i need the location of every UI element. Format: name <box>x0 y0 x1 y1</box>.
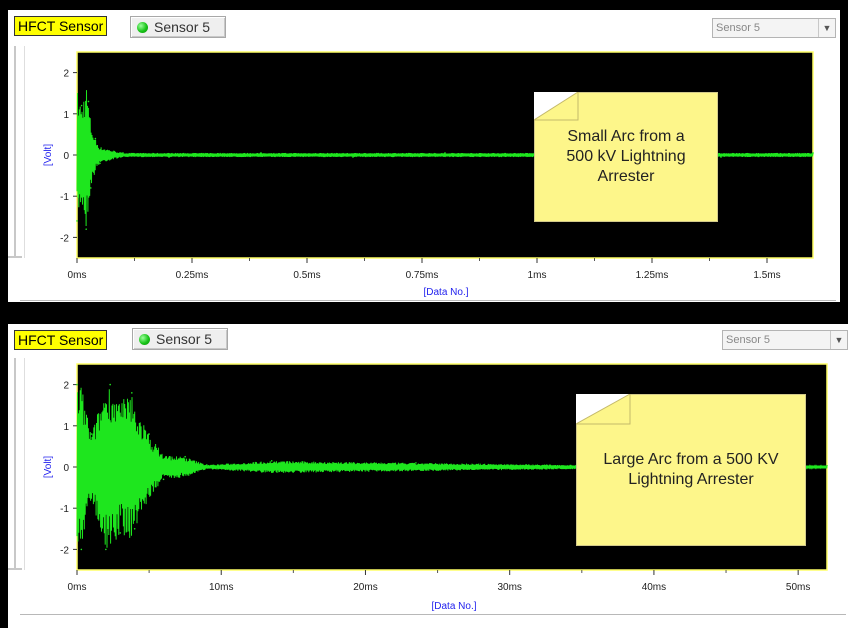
annotation-line: 500 kV Lightning <box>566 148 686 165</box>
data-point <box>105 548 107 551</box>
annotation-note: Large Arc from a 500 KV Lightning Arrest… <box>576 394 806 546</box>
data-point <box>260 152 262 154</box>
data-point <box>444 152 446 154</box>
annotation-line: Arrester <box>597 168 655 185</box>
x-tick-label: 1.25ms <box>636 270 669 281</box>
y-tick-label: 1 <box>63 110 69 121</box>
sensor-type-tag: HFCT Sensor <box>14 330 108 350</box>
sensor-button-label: Sensor 5 <box>156 331 213 347</box>
data-point <box>826 464 828 467</box>
x-tick-label: 0ms <box>68 270 87 281</box>
sensor-dropdown-value: Sensor 5 <box>726 334 771 346</box>
data-point <box>270 460 273 462</box>
sensor-dropdown[interactable]: Sensor 5 ▼ <box>712 18 836 38</box>
y-axis-title: [Volt] <box>43 456 54 478</box>
green-status-dot-icon <box>137 21 148 33</box>
waveform-panel-2: HFCT Sensor Sensor 5 Sensor 5 ▼ 2 1 0 -1 -2 … <box>8 324 848 628</box>
data-point <box>85 228 87 230</box>
y-tick-label: 2 <box>63 69 69 80</box>
data-point <box>812 152 814 154</box>
data-point <box>131 392 133 394</box>
panel-divider <box>20 300 836 301</box>
sensor-select-button[interactable]: Sensor 5 <box>132 328 228 350</box>
annotation-line: Large Arc from a 500 KV <box>603 451 779 468</box>
x-tick-label: 0.25ms <box>176 270 209 281</box>
annotation-line: Lightning Arrester <box>628 471 754 488</box>
data-point <box>122 152 124 154</box>
chevron-down-icon[interactable]: ▼ <box>818 19 835 37</box>
data-point <box>90 433 93 435</box>
x-tick-label: 0.5ms <box>293 270 320 281</box>
data-point <box>80 104 83 107</box>
y-tick-label: 2 <box>63 381 69 392</box>
note-folded-corner-icon <box>534 92 579 121</box>
x-tick-label: 50ms <box>786 582 810 593</box>
y-tick-label: 0 <box>63 463 69 474</box>
y-tick-label: 0 <box>63 151 69 162</box>
note-folded-corner-icon <box>576 394 631 425</box>
y-tick-label: -1 <box>60 504 69 515</box>
y-tick-label: -2 <box>60 233 69 244</box>
x-axis-title: [Data No.] <box>423 287 468 298</box>
panel-left-tick <box>8 568 22 570</box>
data-point <box>87 100 90 103</box>
panel-divider <box>20 614 846 615</box>
data-point <box>76 220 78 222</box>
sensor-type-tag: HFCT Sensor <box>14 16 108 36</box>
data-point <box>148 433 150 435</box>
sensor-button-label: Sensor 5 <box>154 19 211 35</box>
x-tick-label: 1ms <box>528 270 547 281</box>
sensor-dropdown[interactable]: Sensor 5 ▼ <box>722 330 848 350</box>
data-point <box>119 532 122 534</box>
data-point <box>90 187 92 189</box>
y-axis-title: [Volt] <box>43 144 54 166</box>
x-axis-title: [Data No.] <box>431 601 476 612</box>
x-tick-label: 30ms <box>497 582 521 593</box>
green-status-dot-icon <box>139 333 150 345</box>
data-point <box>184 455 186 458</box>
sensor-select-button[interactable]: Sensor 5 <box>130 16 226 38</box>
data-point <box>94 137 97 140</box>
data-point <box>80 548 83 551</box>
annotation-note: Small Arc from a 500 kV Lightning Arrest… <box>534 92 718 222</box>
data-point <box>168 156 170 158</box>
x-tick-label: 20ms <box>353 582 377 593</box>
x-tick-label: 0ms <box>68 582 87 593</box>
data-point <box>352 156 354 158</box>
x-tick-label: 0.75ms <box>406 270 439 281</box>
x-tick-label: 40ms <box>642 582 666 593</box>
sensor-dropdown-value: Sensor 5 <box>716 22 761 34</box>
x-tick-label: 10ms <box>209 582 233 593</box>
data-point <box>415 462 417 464</box>
data-point <box>133 528 136 530</box>
data-point <box>109 383 111 386</box>
chevron-down-icon[interactable]: ▼ <box>830 331 847 349</box>
data-point <box>720 156 722 158</box>
waveform-panel-1: HFCT Sensor Sensor 5 Sensor 5 ▼ 2 1 0 -1 -2 … <box>8 10 840 302</box>
x-tick-label: 1.5ms <box>753 270 780 281</box>
panel-resize-handle[interactable] <box>14 358 25 570</box>
data-point <box>206 464 208 466</box>
data-point <box>76 383 78 386</box>
y-tick-label: -2 <box>60 545 69 556</box>
data-point <box>99 162 101 165</box>
data-point <box>162 478 165 481</box>
annotation-line: Small Arc from a <box>567 128 685 145</box>
y-tick-label: -1 <box>60 192 69 203</box>
panel-left-tick <box>8 256 22 258</box>
panel-resize-handle[interactable] <box>14 46 25 258</box>
y-tick-label: 1 <box>63 422 69 433</box>
